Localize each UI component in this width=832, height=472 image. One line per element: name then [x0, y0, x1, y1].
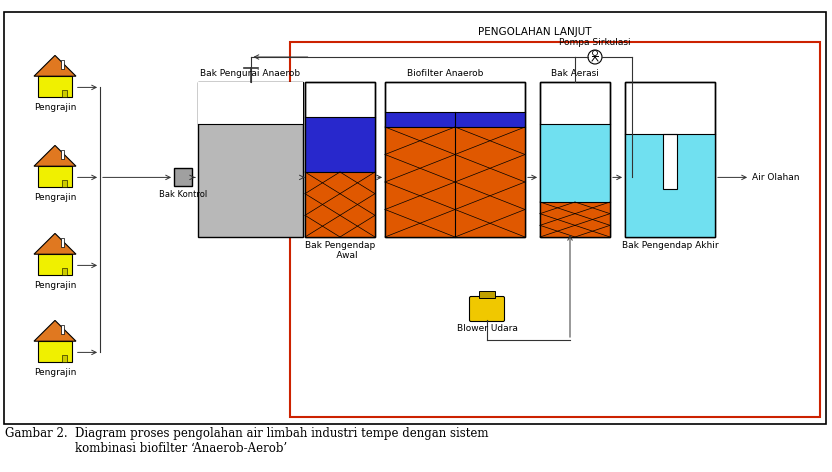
Bar — [385, 82, 525, 237]
Bar — [198, 82, 303, 237]
Polygon shape — [34, 233, 76, 254]
Text: Pompa Sirkulasi: Pompa Sirkulasi — [559, 38, 631, 47]
Bar — [62, 268, 67, 275]
Bar — [38, 341, 72, 362]
Text: Bak Pengendap Akhir: Bak Pengendap Akhir — [622, 241, 718, 250]
Bar — [62, 180, 67, 187]
Text: Pengrajin: Pengrajin — [34, 281, 77, 290]
Text: Diagram proses pengolahan air limbah industri tempe dengan sistem
kombinasi biof: Diagram proses pengolahan air limbah ind… — [75, 427, 488, 455]
Bar — [625, 82, 715, 237]
Polygon shape — [34, 320, 76, 341]
Bar — [174, 169, 192, 186]
Polygon shape — [34, 145, 76, 166]
Text: PENGOLAHAN LANJUT: PENGOLAHAN LANJUT — [478, 27, 592, 37]
Text: Bak Kontrol: Bak Kontrol — [159, 190, 207, 199]
Bar — [38, 76, 72, 97]
Text: Bak Pengendap
     Awal: Bak Pengendap Awal — [305, 241, 375, 261]
Circle shape — [588, 50, 602, 64]
Bar — [625, 82, 715, 237]
Text: Biofilter Anaerob: Biofilter Anaerob — [407, 69, 483, 78]
Bar — [625, 134, 715, 237]
Bar — [663, 134, 677, 189]
Bar — [61, 325, 64, 334]
Bar — [385, 127, 525, 237]
Bar — [305, 172, 375, 237]
Bar — [540, 202, 610, 237]
Bar — [4, 12, 826, 424]
Bar — [62, 90, 67, 97]
Text: Gambar 2.: Gambar 2. — [5, 427, 67, 440]
Bar — [62, 355, 67, 362]
Bar — [61, 238, 64, 247]
Text: Blower Udara: Blower Udara — [457, 324, 518, 333]
Text: Bak Pengurai Anaerob: Bak Pengurai Anaerob — [201, 69, 300, 78]
Text: Air Olahan: Air Olahan — [752, 173, 800, 182]
Text: Pengrajin: Pengrajin — [34, 193, 77, 202]
Bar — [305, 82, 375, 237]
Bar — [540, 82, 610, 237]
Text: Pengrajin: Pengrajin — [34, 368, 77, 377]
Bar — [61, 60, 64, 69]
Bar — [540, 82, 610, 237]
Circle shape — [592, 51, 597, 56]
Bar — [198, 82, 303, 124]
Polygon shape — [34, 55, 76, 76]
Bar — [38, 166, 72, 187]
Bar — [38, 254, 72, 275]
Bar — [305, 82, 375, 237]
Bar — [61, 150, 64, 159]
Text: Bak Aerasi: Bak Aerasi — [551, 69, 599, 78]
Bar — [540, 124, 610, 202]
Bar — [305, 117, 375, 172]
Bar — [479, 291, 495, 298]
Bar — [385, 82, 525, 237]
Bar — [385, 112, 525, 127]
Text: Pengrajin: Pengrajin — [34, 103, 77, 112]
FancyBboxPatch shape — [469, 296, 504, 321]
Bar — [290, 42, 820, 417]
